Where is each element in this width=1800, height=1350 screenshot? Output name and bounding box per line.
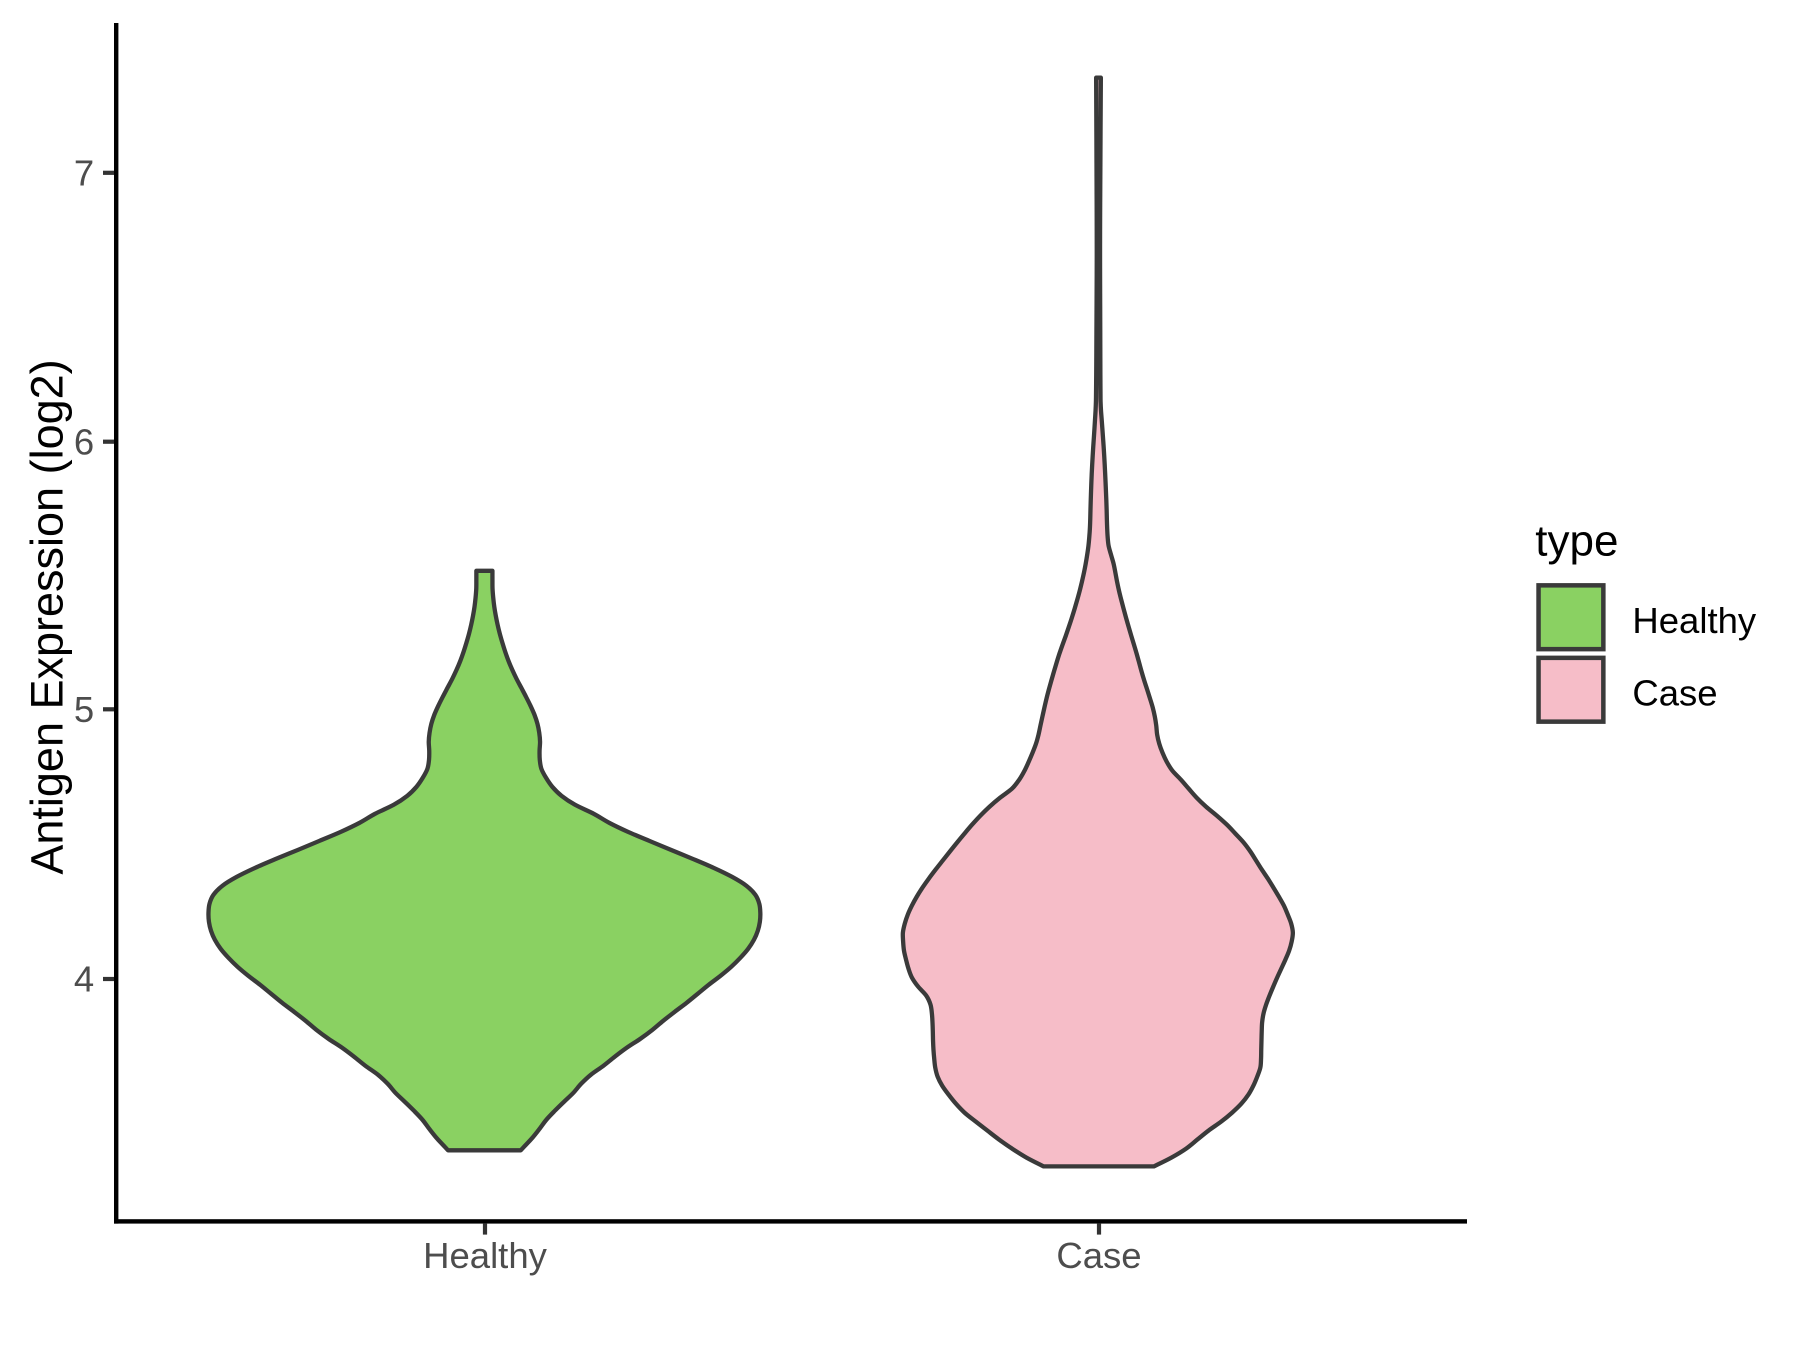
svg-text:4: 4 [74, 959, 94, 1000]
svg-text:type: type [1535, 517, 1618, 566]
svg-text:Healthy: Healthy [423, 1235, 548, 1276]
svg-text:6: 6 [74, 421, 94, 462]
svg-text:Antigen Expression (log2): Antigen Expression (log2) [22, 359, 73, 874]
svg-text:7: 7 [74, 153, 94, 194]
svg-text:5: 5 [74, 689, 94, 730]
svg-text:Healthy: Healthy [1632, 600, 1757, 641]
svg-text:Case: Case [1056, 1235, 1141, 1276]
svg-text:Case: Case [1632, 673, 1717, 714]
